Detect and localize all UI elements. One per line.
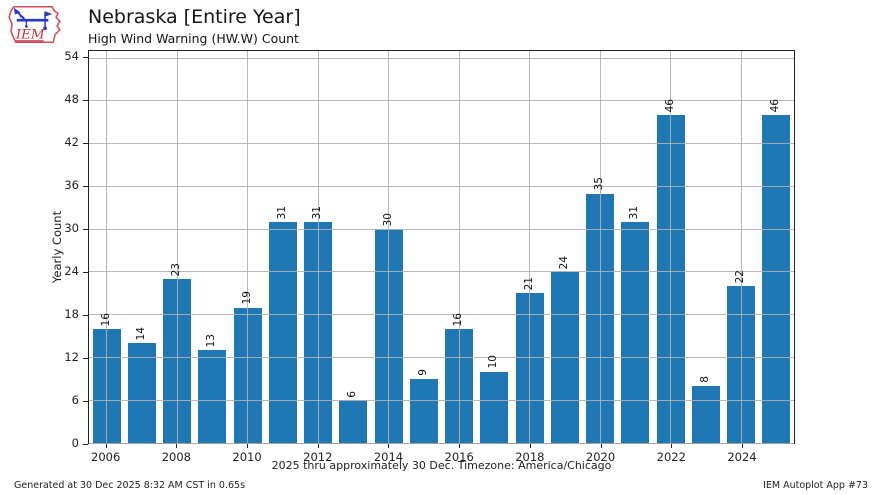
x-tick-label: 2006 (91, 450, 121, 464)
x-tick-mark (247, 444, 249, 448)
bar-value-label: 13 (205, 333, 218, 348)
gridline-horizontal (89, 143, 794, 145)
x-tick-mark (529, 444, 531, 448)
bar-value-label: 46 (663, 98, 676, 113)
y-tick-label: 18 (64, 307, 79, 322)
x-tick-mark (671, 444, 673, 448)
gridline-vertical (458, 51, 460, 443)
gridline-horizontal (89, 442, 794, 444)
y-tick-mark (83, 99, 88, 101)
y-tick-label: 54 (64, 49, 79, 64)
bar-value-label: 10 (487, 355, 500, 369)
x-tick-mark (176, 444, 178, 448)
x-tick-label: 2016 (444, 450, 474, 464)
bar-value-label: 22 (734, 269, 747, 284)
y-tick-mark (83, 400, 88, 402)
bar-value-label: 9 (416, 369, 429, 376)
y-tick-mark (83, 271, 88, 273)
y-tick-label: 0 (71, 436, 79, 450)
bar-value-label: 14 (134, 326, 147, 341)
bar-value-label: 23 (170, 262, 183, 277)
x-tick-label: 2014 (373, 450, 404, 464)
gridline-vertical (176, 51, 178, 443)
bar (198, 350, 227, 443)
gridline-horizontal (89, 228, 794, 230)
bar-value-label: 8 (698, 376, 711, 383)
bar-value-label: 24 (557, 255, 570, 269)
y-tick-mark (83, 142, 88, 144)
x-tick-mark (388, 444, 390, 448)
x-tick-label: 2008 (161, 450, 192, 464)
bar-value-label: 31 (311, 205, 324, 220)
x-tick-mark (459, 444, 461, 448)
x-tick-label: 2018 (515, 450, 545, 464)
bar (621, 222, 650, 443)
chart-title: Nebraska [Entire Year] (88, 6, 301, 28)
x-tick-label: 2020 (585, 450, 616, 464)
y-tick-mark (83, 443, 88, 445)
gridline-vertical (247, 51, 249, 443)
gridline-horizontal (89, 100, 794, 102)
gridline-horizontal (89, 57, 794, 59)
bar-value-label: 31 (628, 205, 641, 220)
gridline-horizontal (89, 185, 794, 187)
y-tick-mark (83, 185, 88, 187)
gridline-vertical (599, 51, 601, 443)
x-tick-label: 2012 (303, 450, 333, 464)
app-credit: IEM Autoplot App #73 (763, 480, 868, 491)
y-tick-label: 12 (64, 350, 79, 365)
x-tick-label: 2024 (727, 450, 757, 464)
bar-value-label: 35 (593, 177, 606, 191)
plot-area: 16 14 23 13 19 31 31 6 30 9 16 10 21 24 35 31 46 8 22 46 (88, 50, 795, 444)
x-tick-mark (741, 444, 743, 448)
generation-timestamp: Generated at 30 Dec 2025 8:32 AM CST in … (14, 480, 246, 491)
gridline-horizontal (89, 356, 794, 358)
bar (339, 400, 368, 443)
y-tick-label: 36 (64, 178, 79, 193)
bar-value-label: 46 (769, 98, 782, 113)
weather-vane-icon (13, 7, 53, 31)
gridline-vertical (529, 51, 531, 443)
bar-value-label: 31 (275, 205, 288, 220)
bar-value-label: 6 (346, 390, 359, 398)
gridline-horizontal (89, 271, 794, 273)
x-tick-mark (105, 444, 107, 448)
x-tick-label: 2022 (656, 450, 686, 464)
gridline-vertical (740, 51, 742, 443)
gridline-horizontal (89, 399, 794, 401)
y-tick-label: 48 (64, 92, 79, 107)
y-tick-mark (83, 357, 88, 359)
gridline-vertical (670, 51, 672, 443)
x-tick-mark (317, 444, 319, 448)
x-tick-mark (600, 444, 602, 448)
bar-value-label: 21 (522, 276, 535, 291)
bar (268, 222, 297, 443)
chart-subtitle: High Wind Warning (HW.W) Count (88, 31, 299, 46)
iem-logo: IEM (8, 6, 61, 44)
bar-value-label: 16 (452, 312, 465, 326)
gridline-vertical (106, 51, 108, 443)
x-axis-label: 2025 thru approximately 30 Dec. Timezone… (271, 459, 612, 472)
bar (691, 385, 720, 443)
y-tick-label: 24 (64, 264, 79, 279)
bar (127, 343, 156, 443)
bar-value-label: 16 (99, 312, 112, 326)
gridline-vertical (388, 51, 390, 443)
bar-value-label: 19 (240, 291, 253, 305)
bar (480, 371, 509, 443)
y-tick-mark (83, 228, 88, 230)
bar-value-label: 30 (381, 212, 394, 227)
iem-logo-text: IEM (15, 27, 45, 42)
gridline-horizontal (89, 314, 794, 316)
y-tick-mark (83, 314, 88, 316)
y-tick-mark (83, 56, 88, 58)
y-tick-label: 42 (64, 135, 79, 150)
bar (762, 115, 791, 443)
y-tick-label: 6 (71, 393, 79, 408)
y-tick-label: 30 (64, 221, 79, 236)
bar (409, 378, 438, 443)
x-tick-label: 2010 (232, 450, 262, 464)
gridline-vertical (317, 51, 319, 443)
